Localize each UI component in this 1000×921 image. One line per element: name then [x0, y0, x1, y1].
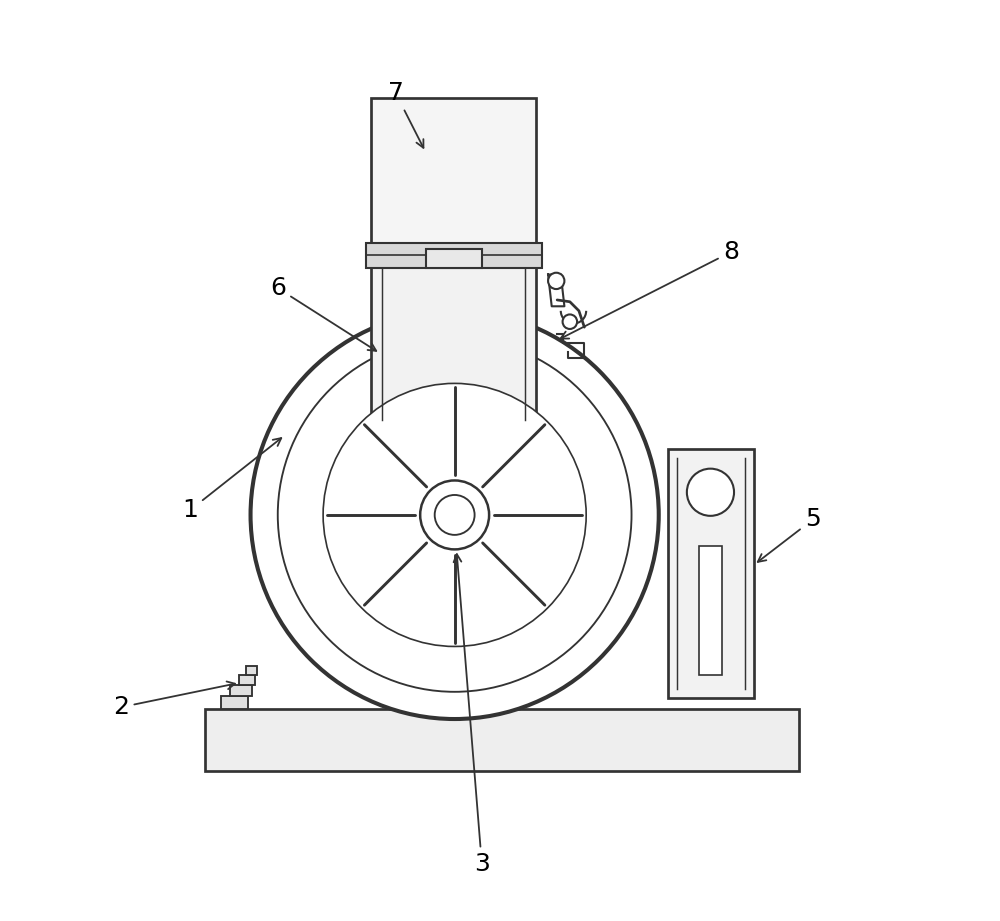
Text: 6: 6 [270, 276, 376, 351]
Text: 7: 7 [388, 81, 423, 147]
Bar [366, 243, 542, 268]
Text: 8: 8 [561, 239, 739, 339]
Circle shape [278, 338, 632, 692]
Bar [246, 667, 257, 674]
Circle shape [548, 273, 564, 289]
Text: 5: 5 [758, 507, 821, 562]
Bar [205, 709, 799, 771]
Circle shape [251, 310, 659, 719]
Bar [668, 449, 754, 698]
Bar [230, 684, 252, 696]
Circle shape [435, 495, 475, 535]
Bar [239, 674, 255, 684]
Bar [221, 696, 248, 709]
Circle shape [323, 383, 586, 647]
Bar [371, 243, 536, 429]
Circle shape [687, 469, 734, 516]
Bar [371, 98, 536, 248]
Bar [426, 250, 482, 268]
Bar [699, 546, 722, 675]
Text: 1: 1 [182, 438, 281, 522]
Circle shape [420, 481, 489, 550]
Text: 3: 3 [454, 554, 490, 876]
Circle shape [563, 314, 577, 329]
Text: 2: 2 [113, 682, 235, 719]
